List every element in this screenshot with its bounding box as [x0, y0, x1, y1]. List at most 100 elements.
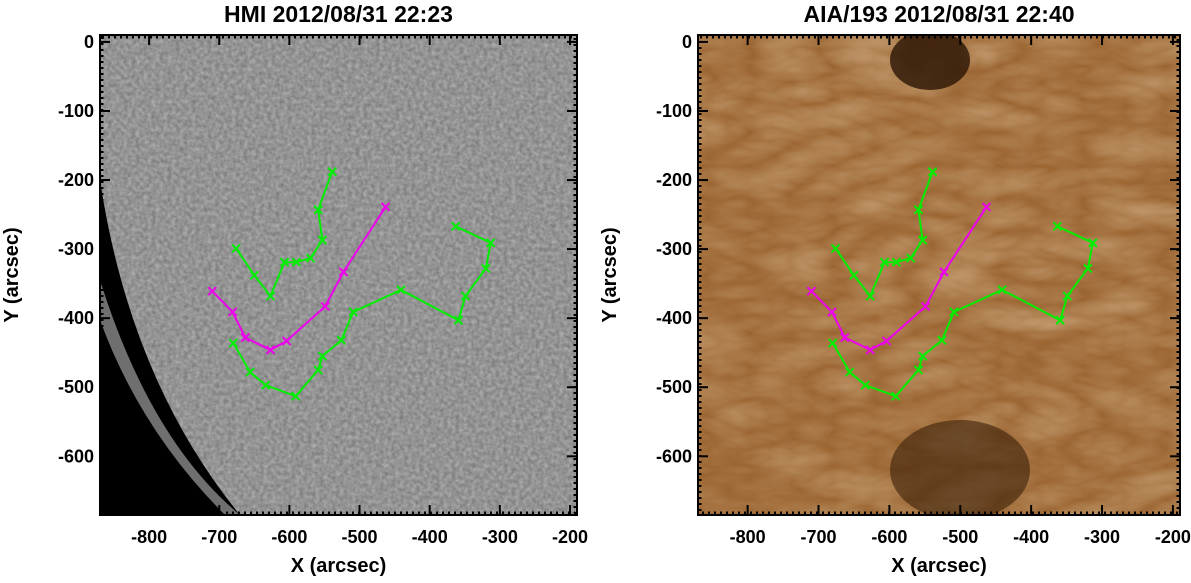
y-tick-label: -200	[58, 170, 94, 190]
trace-marker	[207, 286, 217, 296]
trace-marker	[865, 345, 875, 355]
trace-marker	[227, 307, 238, 317]
x-tick-label: -300	[1084, 527, 1120, 547]
aia-image	[698, 35, 1180, 515]
trace-marker	[313, 205, 323, 215]
x-tick-label: -200	[552, 527, 588, 547]
trace-marker	[279, 257, 290, 267]
trace-marker	[939, 267, 949, 277]
chart-title: HMI 2012/08/31 22:23	[224, 1, 453, 27]
trace-marker	[917, 235, 928, 245]
trace-marker	[396, 285, 406, 295]
trace-marker	[913, 365, 924, 375]
trace-marker	[879, 257, 890, 267]
trace-marker	[1055, 315, 1065, 325]
trace-line	[211, 206, 387, 352]
trace-marker	[927, 167, 938, 177]
chart-title: AIA/193 2012/08/31 22:40	[803, 1, 1074, 27]
x-tick-label: -200	[1155, 527, 1191, 547]
trace-marker	[380, 202, 391, 212]
trace-marker	[317, 351, 328, 361]
trace-marker	[937, 335, 947, 345]
plot-lines	[207, 167, 496, 401]
trace-marker	[949, 307, 959, 317]
trace-marker	[920, 301, 931, 312]
x-tick-label: -500	[342, 527, 378, 547]
trace-marker	[827, 338, 838, 348]
plot-lines	[806, 167, 1098, 401]
x-tick-label: -600	[871, 527, 907, 547]
trace-marker	[844, 367, 855, 377]
trace-marker	[313, 365, 323, 375]
trace-line	[810, 206, 988, 352]
y-tick-label: -100	[58, 101, 94, 121]
trace-marker	[905, 253, 916, 263]
trace-marker	[327, 167, 337, 177]
x-tick-label: -500	[942, 527, 978, 547]
trace-marker	[913, 205, 924, 215]
y-tick-label: 0	[84, 32, 94, 52]
trace-line	[831, 225, 1094, 398]
trace-marker	[460, 291, 471, 301]
trace-marker	[240, 332, 250, 343]
trace-marker	[281, 336, 292, 346]
x-tick-label: -700	[201, 527, 237, 547]
trace-marker	[453, 315, 464, 325]
x-tick-label: -400	[1013, 527, 1049, 547]
x-tick-label: -300	[482, 527, 518, 547]
hmi-image	[100, 35, 577, 515]
trace-marker	[881, 336, 892, 346]
y-tick-label: -600	[656, 446, 692, 466]
trace-marker	[849, 270, 859, 281]
trace-marker	[840, 332, 850, 343]
x-tick-label: -600	[271, 527, 307, 547]
y-tick-label: -500	[656, 377, 692, 397]
trace-marker	[348, 307, 358, 317]
trace-marker	[305, 253, 316, 263]
trace-marker	[336, 335, 347, 345]
y-axis-label: Y (arcsec)	[1, 227, 23, 322]
trace-marker	[320, 301, 330, 312]
trace-marker	[265, 345, 276, 355]
trace-marker	[1052, 221, 1063, 232]
y-tick-label: -500	[58, 377, 94, 397]
y-tick-label: 0	[682, 32, 692, 52]
y-tick-label: -600	[58, 446, 94, 466]
trace-marker	[860, 380, 870, 390]
trace-marker	[265, 291, 276, 301]
trace-marker	[291, 391, 301, 401]
trace-marker	[830, 243, 841, 254]
trace-marker	[891, 391, 901, 401]
y-tick-label: -100	[656, 101, 692, 121]
trace-marker	[981, 202, 992, 212]
plot-frame	[697, 34, 1181, 516]
y-axis-label: Y (arcsec)	[599, 227, 621, 322]
x-tick-label: -400	[412, 527, 448, 547]
trace-marker	[865, 291, 875, 301]
trace-marker	[1062, 291, 1073, 301]
trace-marker	[827, 307, 837, 317]
trace-marker	[260, 380, 271, 390]
trace-marker	[338, 267, 349, 277]
trace-marker	[1088, 238, 1098, 248]
trace-marker	[1083, 263, 1093, 274]
y-tick-label: -400	[58, 308, 94, 328]
plot-frame	[99, 34, 578, 516]
trace-marker	[291, 257, 302, 267]
trace-marker	[317, 235, 328, 245]
y-tick-label: -300	[656, 239, 692, 259]
y-tick-label: -200	[656, 170, 692, 190]
x-tick-label: -800	[730, 527, 766, 547]
trace-marker	[806, 286, 817, 296]
trace-marker	[481, 263, 491, 274]
trace-marker	[249, 270, 260, 281]
x-axis-label: X (arcsec)	[291, 555, 387, 577]
trace-marker	[891, 257, 902, 267]
trace-marker	[450, 221, 461, 232]
trace-marker	[231, 243, 241, 254]
trace-marker	[228, 338, 238, 348]
trace-marker	[486, 238, 496, 248]
trace-marker	[245, 367, 255, 377]
